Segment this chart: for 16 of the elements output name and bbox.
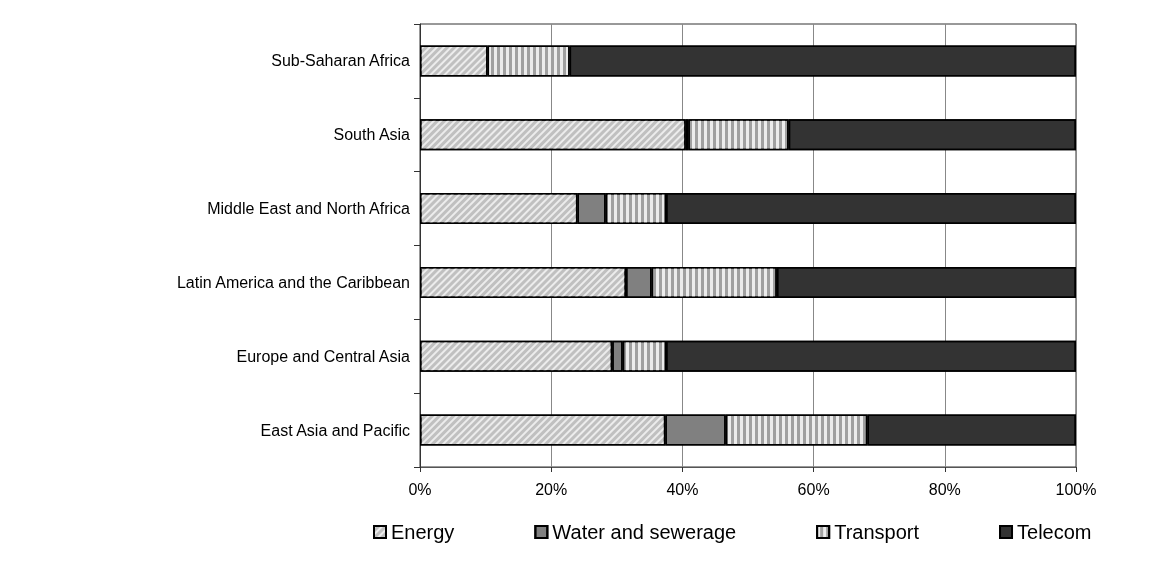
y-tick-label: East Asia and Pacific — [260, 421, 410, 439]
x-tick-label: 0% — [408, 480, 432, 498]
y-tick-label: South Asia — [333, 126, 411, 144]
y-tick-label: Sub-Saharan Africa — [271, 52, 411, 70]
x-tick-label: 20% — [535, 480, 568, 498]
x-tick-label: 40% — [666, 480, 699, 498]
y-tick-label: Middle East and North Africa — [207, 200, 411, 218]
legend-label: Water and sewerage — [552, 521, 737, 543]
y-tick-label: Latin America and the Caribbean — [176, 273, 410, 291]
y-tick-label: Europe and Central Asia — [236, 347, 411, 365]
legend-label: Telecom — [1017, 521, 1092, 543]
x-tick-label: 60% — [797, 480, 830, 498]
x-tick-label: 100% — [1055, 480, 1097, 498]
legend-label: Energy — [391, 521, 455, 543]
legend-label: Transport — [834, 521, 920, 543]
x-tick-label: 80% — [928, 480, 961, 498]
